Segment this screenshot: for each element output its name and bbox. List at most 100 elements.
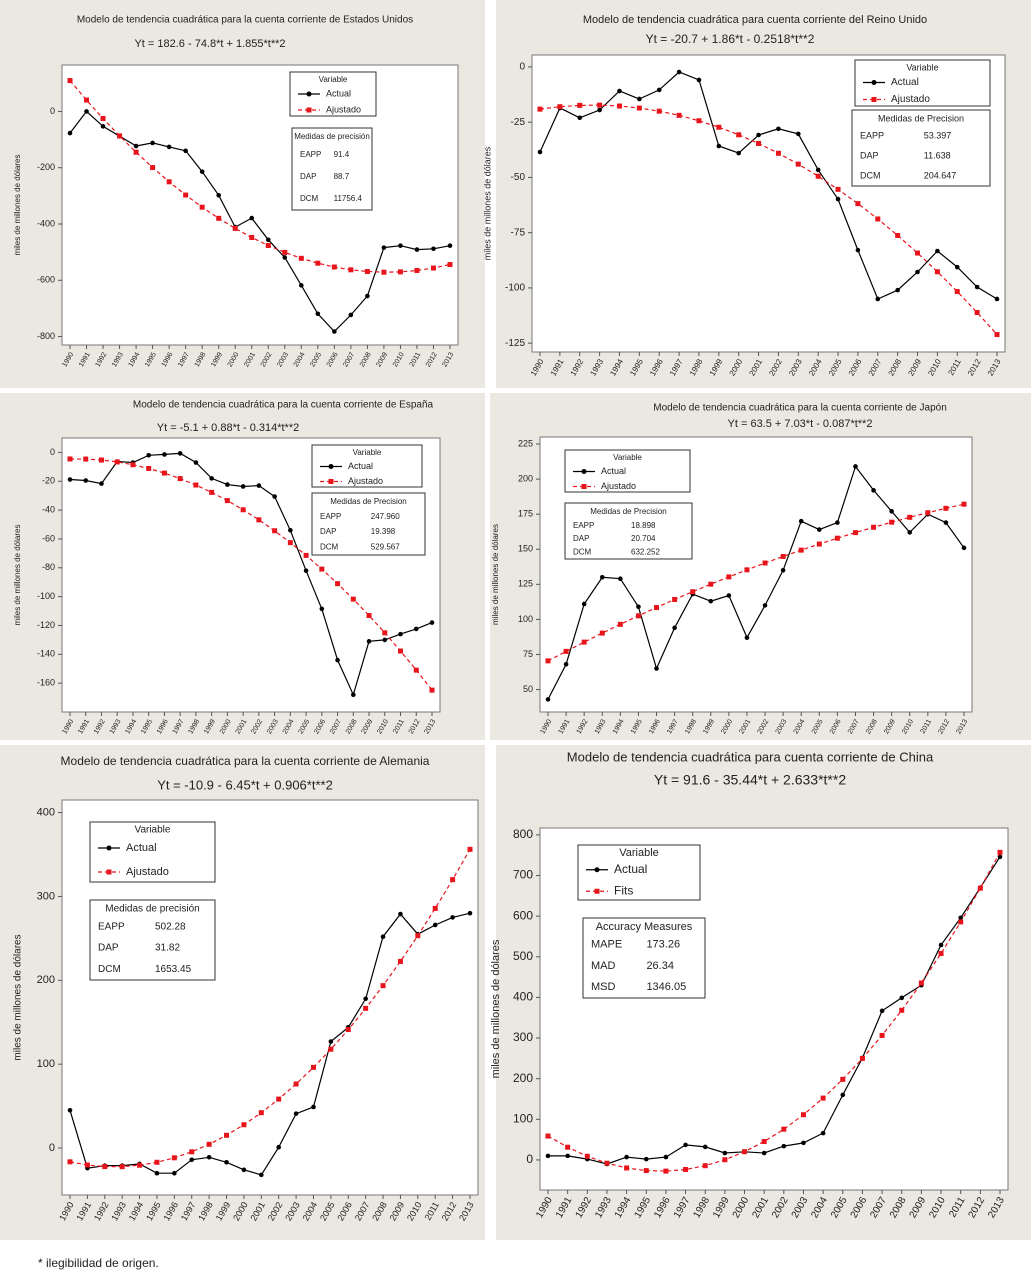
measures-title: Medidas de Precision bbox=[878, 113, 964, 123]
fit-marker bbox=[636, 105, 642, 111]
fit-marker bbox=[815, 173, 821, 179]
actual-marker bbox=[209, 476, 214, 481]
actual-marker bbox=[450, 915, 455, 920]
measure-name: EAPP bbox=[300, 150, 321, 159]
actual-marker bbox=[597, 107, 602, 113]
fit-marker bbox=[137, 1162, 143, 1168]
fit-marker bbox=[800, 1112, 806, 1118]
actual-marker bbox=[563, 661, 569, 667]
y-tick-label: 200 bbox=[513, 1071, 533, 1085]
actual-marker bbox=[672, 625, 677, 631]
fit-marker bbox=[415, 933, 421, 939]
measure-value: 88.7 bbox=[334, 172, 350, 181]
fit-marker bbox=[934, 269, 940, 275]
measure-name: DAP bbox=[573, 534, 589, 543]
actual-marker bbox=[761, 1150, 767, 1156]
y-tick-label: -800 bbox=[37, 331, 55, 341]
chart-title: Modelo de tendencia cuadrática para la c… bbox=[133, 400, 434, 411]
actual-marker bbox=[617, 88, 622, 94]
fit-marker bbox=[293, 1081, 299, 1087]
actual-marker bbox=[801, 1140, 806, 1146]
fit-marker bbox=[345, 1027, 351, 1033]
y-tick-label: -200 bbox=[37, 162, 55, 172]
actual-marker bbox=[656, 87, 662, 93]
fit-marker bbox=[84, 97, 90, 103]
fit-marker bbox=[907, 514, 913, 520]
fit-marker bbox=[232, 225, 238, 231]
actual-marker bbox=[83, 478, 89, 483]
measures-title: Medidas de precisión bbox=[294, 132, 370, 141]
actual-marker bbox=[599, 575, 605, 580]
fit-marker bbox=[545, 658, 551, 664]
measures-title: Medidas de Precision bbox=[330, 497, 406, 506]
fit-marker bbox=[852, 530, 858, 536]
y-tick-label: -50 bbox=[511, 172, 526, 183]
actual-marker bbox=[545, 1153, 551, 1159]
actual-marker bbox=[315, 311, 321, 317]
measure-value: 19.398 bbox=[371, 527, 396, 536]
actual-marker bbox=[961, 545, 967, 551]
y-tick-label: -60 bbox=[42, 533, 55, 543]
y-axis-label: miles de millones de dólares bbox=[491, 524, 500, 625]
fit-marker bbox=[915, 250, 921, 256]
y-tick-label: -80 bbox=[42, 562, 55, 572]
fit-marker bbox=[189, 1149, 195, 1155]
fit-marker bbox=[736, 132, 742, 138]
fit-marker bbox=[563, 648, 569, 654]
y-tick-label: 200 bbox=[37, 974, 55, 986]
fit-marker bbox=[199, 204, 205, 210]
y-tick-label: 200 bbox=[518, 473, 533, 483]
measure-name: MAD bbox=[591, 960, 616, 972]
fit-marker bbox=[209, 489, 215, 495]
fit-marker bbox=[67, 456, 73, 462]
fit-marker bbox=[177, 476, 183, 482]
chart-title: Modelo de tendencia cuadrática para la c… bbox=[77, 15, 413, 26]
actual-marker bbox=[756, 132, 761, 138]
actual-marker bbox=[172, 1170, 177, 1176]
legend-marker bbox=[306, 107, 312, 113]
actual-marker bbox=[183, 148, 188, 154]
fit-marker bbox=[545, 1133, 551, 1139]
legend-label: Actual bbox=[891, 77, 919, 88]
series-line bbox=[547, 503, 965, 662]
fit-marker bbox=[276, 1096, 282, 1102]
y-tick-label: 0 bbox=[526, 1152, 533, 1166]
measure-name: DAP bbox=[860, 150, 879, 160]
fit-marker bbox=[726, 574, 732, 580]
plot-area bbox=[61, 64, 459, 346]
measure-value: 632.252 bbox=[631, 547, 660, 556]
measure-name: MSD bbox=[591, 981, 616, 993]
fit-marker bbox=[835, 186, 841, 192]
series-line bbox=[69, 452, 433, 697]
fit-marker bbox=[348, 267, 354, 273]
actual-marker bbox=[565, 1153, 570, 1159]
measures-box bbox=[582, 917, 706, 999]
actual-marker bbox=[241, 1167, 247, 1173]
legend-label: Actual bbox=[126, 842, 157, 854]
fit-marker bbox=[398, 648, 404, 654]
actual-marker bbox=[431, 246, 436, 252]
fit-marker bbox=[166, 179, 172, 185]
chart-subtitle: Yt = -5.1 + 0.88*t - 0.314*t**2 bbox=[157, 422, 299, 434]
fit-marker bbox=[83, 456, 89, 462]
actual-marker bbox=[381, 245, 387, 250]
fit-marker bbox=[130, 462, 136, 468]
measure-name: DCM bbox=[573, 547, 592, 556]
actual-marker bbox=[189, 1157, 195, 1163]
measure-name: EAPP bbox=[320, 512, 341, 521]
fit-marker bbox=[994, 332, 1000, 338]
fit-marker bbox=[761, 1139, 767, 1145]
actual-marker bbox=[817, 527, 822, 532]
legend-title: Variable bbox=[353, 448, 382, 457]
fit-marker bbox=[565, 1144, 571, 1150]
actual-marker bbox=[716, 143, 722, 149]
y-tick-label: -120 bbox=[37, 620, 55, 630]
fit-marker bbox=[775, 150, 781, 156]
fit-marker bbox=[193, 482, 199, 488]
y-tick-label: 400 bbox=[513, 990, 533, 1004]
legend-marker bbox=[594, 888, 600, 894]
fit-marker bbox=[119, 1164, 125, 1170]
series-line bbox=[539, 104, 998, 335]
fit-marker bbox=[656, 108, 662, 114]
actual-marker bbox=[879, 1008, 885, 1014]
